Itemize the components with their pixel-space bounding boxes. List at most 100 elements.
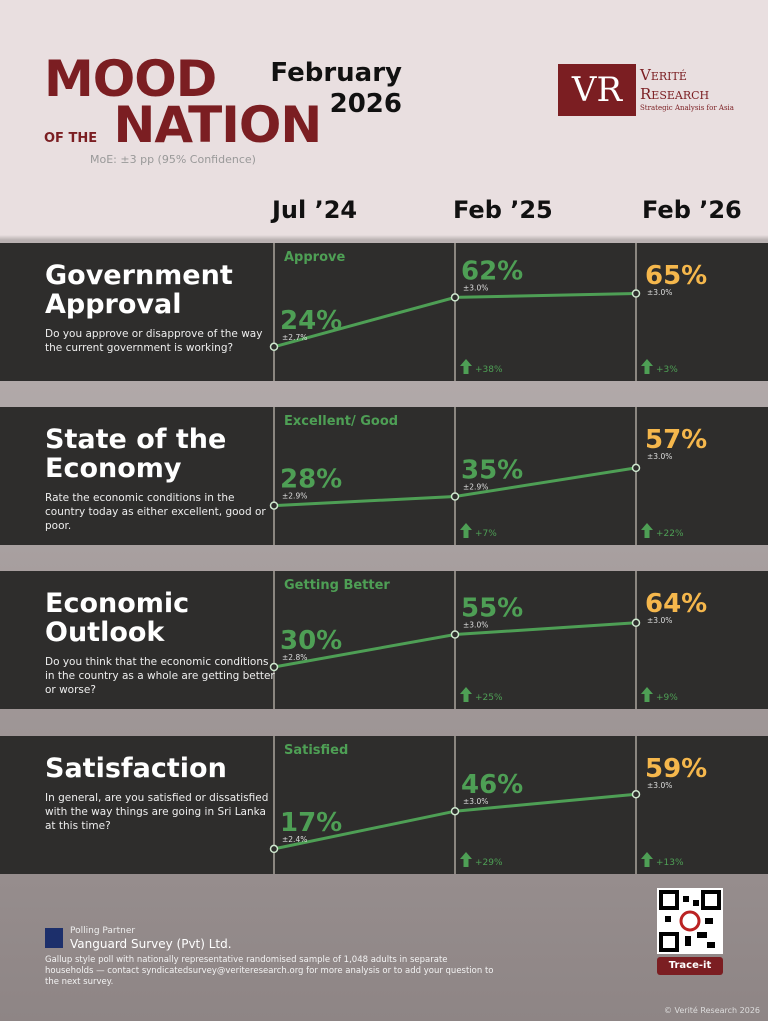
value-label: 59%	[645, 754, 707, 784]
qr-label: Trace-it	[657, 957, 723, 975]
point	[631, 618, 641, 628]
margin-label: ±2.7%	[282, 333, 307, 342]
point	[631, 289, 641, 298]
margin-label: ±3.0%	[647, 781, 672, 790]
title-line: NATION	[113, 96, 323, 154]
title-line: MOOD	[44, 50, 217, 108]
copyright: © Verité Research 2026	[663, 1006, 760, 1015]
margin-label: ±3.0%	[647, 288, 672, 297]
value-label: 64%	[645, 589, 707, 619]
value-label: 62%	[461, 256, 523, 286]
point	[269, 662, 279, 672]
point	[450, 630, 460, 639]
value-label: 17%	[280, 808, 342, 838]
partner-logo	[45, 928, 63, 948]
up-arrow	[641, 523, 653, 538]
panel: Economic Outlook Getting Better 30% ±2.8% 55…	[0, 571, 768, 709]
point	[631, 463, 641, 473]
question: Do you think that the economic condition…	[45, 656, 275, 696]
margin-label: ±2.9%	[282, 492, 307, 501]
series-label: Excellent/ Good	[284, 414, 398, 429]
panel-title: Satisfaction	[45, 753, 227, 784]
question: Rate the economic conditions in the coun…	[45, 492, 266, 532]
change-label: +13%	[656, 858, 684, 868]
change-label: +3%	[656, 365, 678, 375]
point	[450, 492, 460, 501]
line-chart: Getting Better30%±2.8%55%±3.0%64%±3.0%+2…	[269, 571, 707, 709]
qr-finder	[701, 890, 721, 910]
margin-label: ±2.8%	[282, 653, 307, 662]
point	[269, 342, 279, 352]
logo-line: Verité	[640, 66, 687, 84]
qr-modules	[665, 896, 715, 948]
point	[450, 293, 460, 302]
date-line: February	[270, 58, 402, 88]
margin-label: ±3.0%	[647, 452, 672, 461]
logo-line: Research	[640, 85, 710, 103]
up-arrow	[641, 687, 653, 702]
title-small: OF THE	[44, 131, 98, 146]
point	[269, 844, 279, 854]
line-chart: Excellent/ Good28%±2.9%35%±2.9%57%±3.0%+…	[269, 407, 707, 545]
question: Do you approve or disapprove of the way …	[45, 328, 263, 354]
panel: State of the Economy Excellent/ Good 28% ±2…	[0, 407, 768, 545]
column-header: Feb ’26	[642, 196, 742, 224]
logo-mark: VR	[558, 64, 636, 116]
change-label: +7%	[475, 529, 497, 539]
logo-name: Verité Research Strategic Analysis for A…	[640, 66, 734, 113]
partner-name: Vanguard Survey (Pvt) Ltd.	[70, 937, 232, 951]
date: February 2026	[262, 58, 402, 120]
value-label: 35%	[461, 456, 523, 486]
date-line: 2026	[329, 89, 402, 119]
partner-label: Polling Partner	[70, 926, 136, 936]
value-label: 30%	[280, 626, 342, 656]
margin-label: ±2.4%	[282, 835, 307, 844]
change-label: +9%	[656, 693, 678, 703]
up-arrow	[460, 687, 472, 702]
value-label: 46%	[461, 770, 523, 800]
title-line: OF THE NATION	[44, 100, 322, 162]
panel-title: Economic Outlook	[45, 588, 190, 648]
qr-finder	[659, 932, 679, 952]
margin-label: ±3.0%	[463, 797, 488, 806]
value-label: 65%	[645, 261, 707, 291]
qr-code	[657, 888, 723, 954]
moe: MoE: ±3 pp (95% Confidence)	[90, 153, 256, 166]
change-label: +22%	[656, 529, 684, 539]
margin-label: ±3.0%	[463, 283, 488, 292]
change-label: +29%	[475, 858, 503, 868]
column-header: Feb ’25	[453, 196, 553, 224]
panel-title: Government Approval	[45, 260, 233, 320]
margin-label: ±3.0%	[463, 621, 488, 630]
value-label: 28%	[280, 465, 342, 495]
change-label: +25%	[475, 693, 503, 703]
margin-label: ±3.0%	[647, 616, 672, 625]
change-label: +38%	[475, 365, 503, 375]
panel: Satisfaction Satisfied 17% ±2.4% 46% ±3.0% 59%…	[0, 736, 768, 874]
series-label: Satisfied	[284, 743, 348, 758]
margin-label: ±2.9%	[463, 483, 488, 492]
value-label: 24%	[280, 306, 342, 336]
column-header: Jul ’24	[272, 196, 358, 224]
up-arrow	[460, 359, 472, 374]
point	[450, 806, 460, 816]
qr-finder	[659, 890, 679, 910]
up-arrow	[641, 359, 653, 374]
point	[631, 790, 641, 799]
panel-title: State of the Economy	[45, 424, 227, 484]
qr-logo	[679, 910, 701, 932]
title: MOOD OF THE NATION	[44, 50, 322, 162]
series-label: Approve	[284, 250, 345, 265]
note: Gallup style poll with nationally repres…	[45, 955, 494, 987]
series-label: Getting Better	[284, 578, 390, 593]
value-label: 57%	[645, 425, 707, 455]
question: In general, are you satisfied or dissati…	[45, 792, 269, 832]
up-arrow	[641, 852, 653, 867]
panel: Government Approval Approve 24% ±2.7% 62% ±3.…	[0, 243, 768, 381]
value-label: 55%	[461, 594, 523, 624]
up-arrow	[460, 852, 472, 867]
point	[269, 501, 279, 510]
